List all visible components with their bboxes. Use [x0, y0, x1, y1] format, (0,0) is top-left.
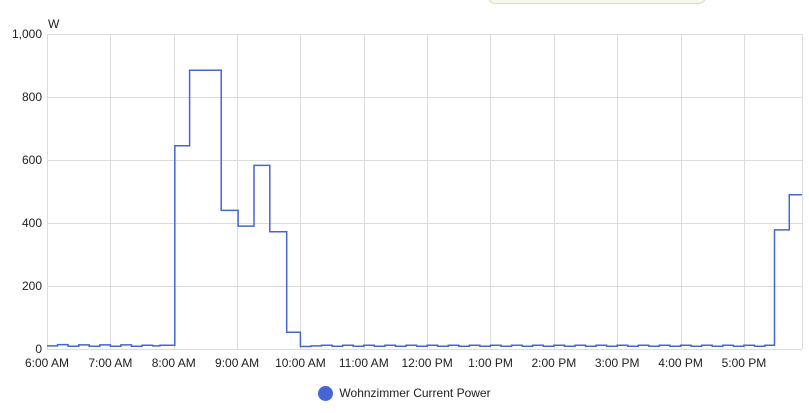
x-tick-label: 6:00 AM	[25, 356, 69, 370]
y-tick-label: 800	[22, 90, 42, 104]
y-tick-label: 0	[35, 342, 42, 356]
x-tick-label: 12:00 PM	[401, 356, 452, 370]
x-tick-label: 4:00 PM	[658, 356, 703, 370]
y-unit-label: W	[48, 17, 60, 31]
legend-swatch	[318, 385, 334, 401]
x-tick-label: 7:00 AM	[88, 356, 132, 370]
x-tick-label: 11:00 AM	[339, 356, 389, 370]
x-tick-label: 10:00 AM	[275, 356, 326, 370]
x-tick-label: 1:00 PM	[468, 356, 513, 370]
y-tick-label: 200	[22, 279, 42, 293]
x-tick-label: 3:00 PM	[595, 356, 640, 370]
x-tick-label: 5:00 PM	[722, 356, 767, 370]
chart-legend[interactable]: Wohnzimmer Current Power	[0, 382, 809, 404]
x-tick-label: 8:00 AM	[152, 356, 196, 370]
x-tick-label: 2:00 PM	[532, 356, 577, 370]
legend-label: Wohnzimmer Current Power	[339, 386, 491, 400]
y-tick-label: 400	[22, 216, 42, 230]
series-line	[47, 69, 802, 348]
y-tick-label: 1,000	[12, 27, 42, 41]
y-tick-label: 600	[22, 153, 42, 167]
header-pill[interactable]	[487, 0, 707, 4]
x-tick-label: 9:00 AM	[215, 356, 259, 370]
